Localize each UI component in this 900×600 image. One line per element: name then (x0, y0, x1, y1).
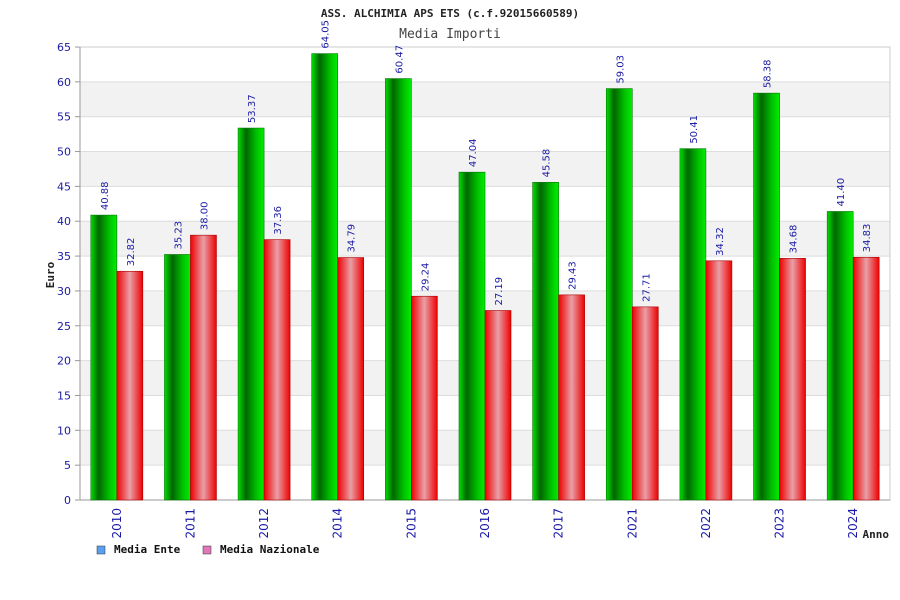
bar-media-ente (458, 171, 486, 501)
legend-swatch-ente (96, 545, 106, 555)
x-tick-label: 2024 (846, 508, 860, 539)
y-tick-label: 55 (57, 111, 71, 124)
data-label: 35.23 (173, 221, 184, 250)
bars (90, 53, 880, 501)
data-label: 45.58 (542, 149, 553, 178)
bar-media-nazionale (190, 234, 217, 501)
x-tick-labels: 2010 2011 2012 2014 2015 2016 2017 2021 2022 2023… (110, 508, 860, 539)
bar-media-ente (753, 92, 780, 501)
bar-media-ente (237, 127, 265, 501)
y-tick-label: 65 (57, 41, 71, 54)
bar-media-ente (311, 53, 339, 501)
x-tick-label: 2023 (773, 508, 787, 539)
x-tick-label: 2021 (625, 508, 639, 539)
x-axis-label: Anno (863, 528, 890, 541)
bar-media-nazionale (558, 294, 585, 501)
y-tick-label: 40 (57, 215, 71, 228)
data-label: 53.37 (247, 94, 258, 123)
data-label: 59.03 (615, 55, 626, 84)
bar-media-ente (164, 254, 191, 501)
data-label: 50.41 (689, 115, 700, 144)
bar-media-nazionale (852, 256, 880, 501)
bar-media-nazionale (411, 295, 438, 501)
data-label: 47.04 (468, 139, 479, 168)
x-tick-label: 2010 (110, 508, 124, 539)
data-label: 41.40 (836, 178, 847, 207)
data-label: 34.83 (862, 224, 873, 253)
bar-media-nazionale (116, 270, 144, 501)
y-tick-label: 10 (57, 424, 71, 437)
y-tick-labels: 0 5 10 15 20 25 30 35 40 45 50 55 60 65 (57, 41, 71, 507)
x-tick-label: 2016 (478, 508, 492, 539)
x-tick-label: 2014 (331, 508, 345, 539)
bar-media-ente (385, 78, 412, 501)
x-tick-label: 2022 (699, 508, 713, 539)
bar-media-nazionale (484, 310, 512, 501)
data-label: 58.38 (763, 59, 774, 88)
y-tick-label: 30 (57, 285, 71, 298)
y-tick-label: 35 (57, 250, 71, 263)
x-tick-label: 2015 (404, 508, 418, 539)
bar-media-ente (679, 148, 707, 501)
y-tick-label: 25 (57, 320, 71, 333)
chart-title: ASS. ALCHIMIA APS ETS (c.f.92015660589) (321, 7, 579, 20)
bar-media-nazionale (263, 239, 291, 501)
bar-media-ente (90, 214, 118, 501)
bar-media-nazionale (631, 306, 659, 501)
data-label: 38.00 (199, 202, 210, 231)
data-label: 34.68 (789, 225, 800, 254)
legend-swatch-nazionale (202, 545, 212, 555)
data-label: 27.19 (494, 277, 505, 306)
chart-subtitle: Media Importi (399, 27, 501, 42)
data-label: 60.47 (394, 45, 405, 74)
bar-media-ente (605, 88, 633, 501)
y-tick-label: 50 (57, 146, 71, 159)
y-axis-label: Euro (44, 261, 57, 288)
bar-media-nazionale (337, 257, 365, 501)
legend-label-ente: Media Ente (114, 543, 181, 556)
bar-media-ente (532, 182, 559, 501)
bar-media-ente (826, 211, 854, 501)
data-label: 27.71 (641, 273, 652, 302)
y-tick-label: 45 (57, 180, 71, 193)
data-labels: 40.88 32.82 35.23 38.00 53.37 37.36 64.05 34.79… (100, 20, 873, 306)
y-tick-label: 60 (57, 76, 71, 89)
bar-media-nazionale (779, 258, 806, 501)
data-label: 29.43 (568, 261, 579, 290)
y-tick-label: 0 (64, 494, 71, 507)
data-label: 34.79 (347, 224, 358, 253)
y-tick-label: 20 (57, 355, 71, 368)
legend: Media Ente Media Nazionale (96, 543, 320, 556)
x-tick-label: 2011 (183, 508, 197, 539)
y-tick-label: 5 (64, 459, 71, 472)
data-label: 29.24 (420, 263, 431, 292)
data-label: 37.36 (273, 206, 284, 235)
data-label: 64.05 (321, 20, 332, 49)
data-label: 32.82 (126, 238, 137, 267)
y-tick-label: 15 (57, 389, 71, 402)
data-label: 40.88 (100, 181, 111, 210)
legend-label-nazionale: Media Nazionale (220, 543, 320, 556)
bar-media-nazionale (705, 260, 733, 501)
data-label: 34.32 (715, 227, 726, 256)
x-tick-label: 2012 (257, 508, 271, 539)
x-tick-label: 2017 (552, 508, 566, 539)
